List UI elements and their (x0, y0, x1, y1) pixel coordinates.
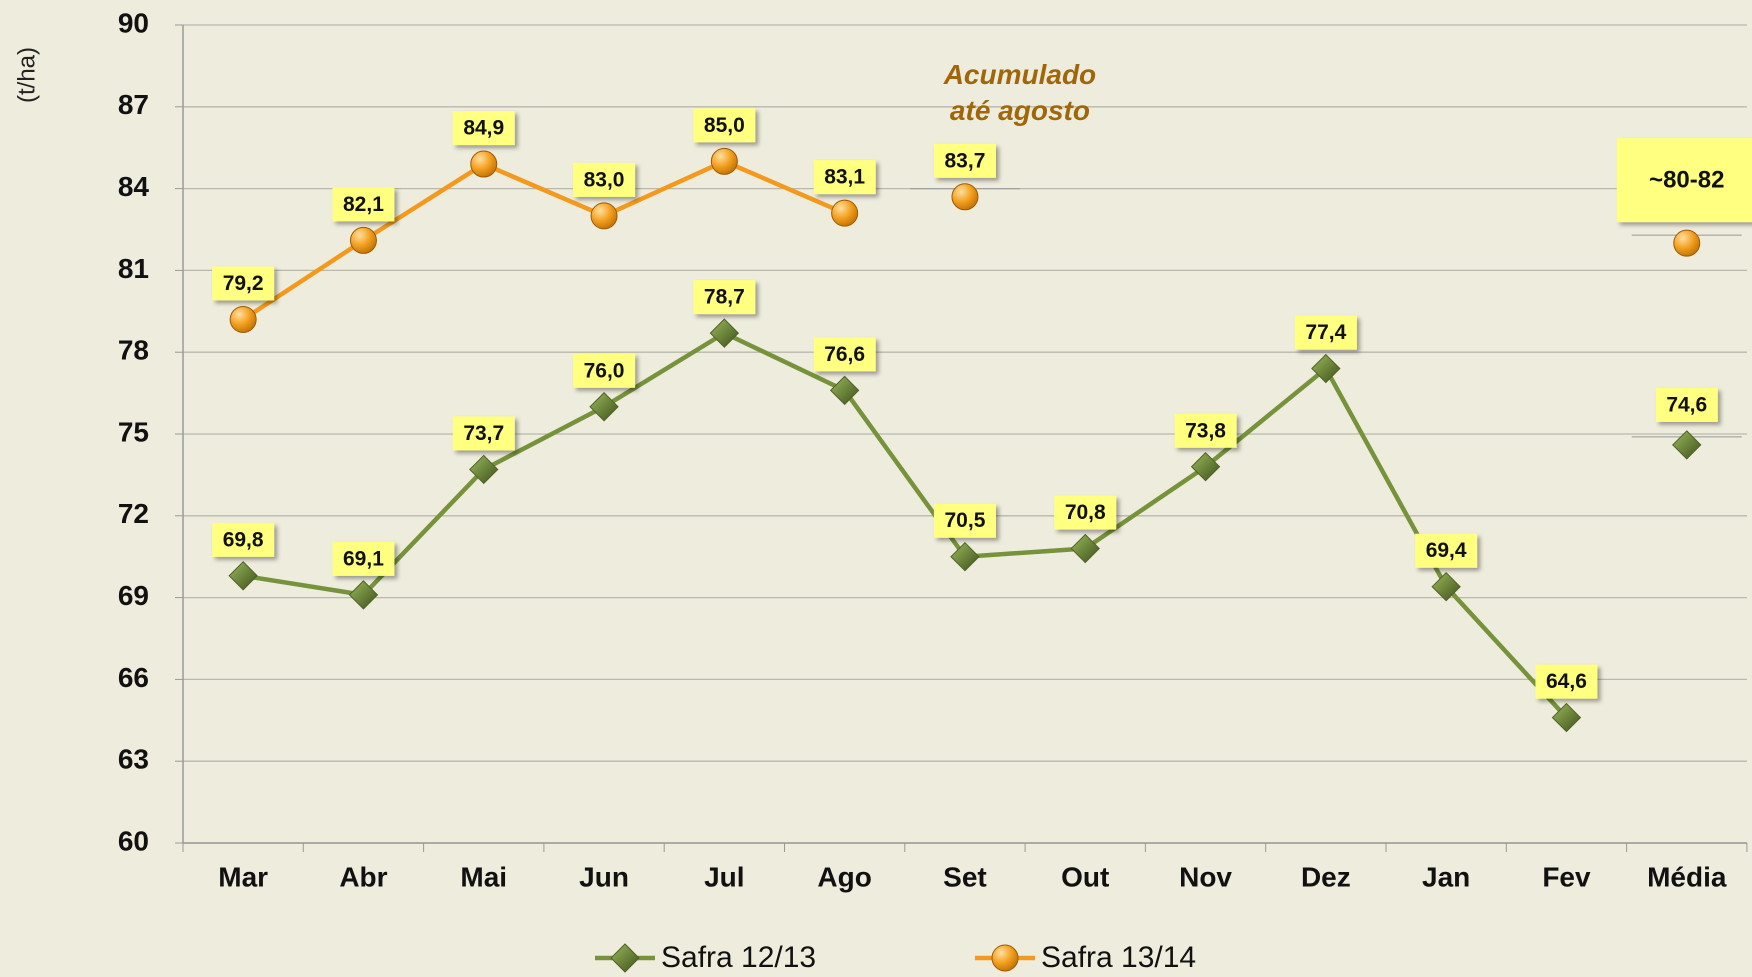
data-point (228, 561, 258, 591)
data-label-box (452, 416, 515, 451)
data-label: 69,8 (223, 528, 264, 551)
x-tick-label: Jul (704, 861, 744, 892)
data-label: 84,9 (463, 117, 504, 140)
data-label-box (813, 337, 876, 372)
data-label: 76,6 (824, 343, 865, 366)
data-point (1431, 571, 1461, 602)
y-tick-label: 66 (118, 662, 149, 693)
y-tick-label: 60 (118, 825, 149, 856)
data-label: 85,0 (704, 114, 745, 137)
legend-label: Safra 12/13 (661, 941, 816, 974)
legend-marker (991, 944, 1019, 972)
data-label-box (332, 541, 395, 576)
x-tick-label: Set (943, 861, 987, 892)
data-label: 69,1 (343, 547, 384, 570)
data-point (470, 150, 498, 178)
data-point (590, 202, 618, 230)
x-tick-label: Ago (817, 861, 871, 892)
y-tick-label: 72 (118, 498, 149, 529)
data-label: 83,0 (584, 168, 625, 191)
data-label-box (212, 522, 275, 557)
x-tick-label: Out (1061, 861, 1109, 892)
legend-label: Safra 13/14 (1041, 941, 1196, 974)
y-tick-label: 75 (118, 416, 149, 447)
annotation-text: Acumulado (943, 59, 1096, 90)
y-tick-label: 63 (118, 744, 149, 775)
annotation-text: até agosto (950, 95, 1090, 126)
data-label: 83,1 (824, 166, 865, 189)
data-point (1311, 353, 1341, 384)
x-tick-label: Jun (579, 861, 629, 892)
series-line (241, 159, 846, 322)
data-label-box (573, 162, 636, 197)
data-label-box (1054, 495, 1117, 530)
y-axis-label: (t/ha) (13, 47, 40, 103)
data-point (1070, 533, 1100, 564)
data-point (829, 375, 860, 406)
x-tick-label: Mai (460, 861, 507, 892)
data-label: 77,4 (1305, 321, 1346, 344)
data-label-box (573, 353, 636, 388)
data-label-box (933, 503, 996, 538)
y-tick-label: 90 (118, 7, 149, 38)
average-point (1673, 229, 1701, 257)
data-label-box (452, 111, 515, 146)
data-label: 70,5 (945, 509, 986, 532)
annotation-point (951, 183, 979, 211)
data-point (349, 226, 377, 254)
data-point (950, 541, 980, 572)
x-tick-label: Abr (339, 861, 387, 892)
data-label-box (1174, 413, 1237, 448)
data-label: 73,8 (1185, 419, 1226, 442)
data-point (589, 392, 619, 422)
data-point (348, 580, 379, 610)
data-label-box (1655, 387, 1718, 422)
x-tick-label: Média (1647, 861, 1727, 892)
data-label-box (1415, 533, 1478, 568)
data-point (709, 318, 740, 348)
series-line (242, 330, 1569, 720)
y-tick-label: 81 (118, 253, 149, 284)
data-label-box (1294, 315, 1357, 350)
data-point (469, 454, 499, 485)
x-tick-label: Nov (1179, 861, 1232, 892)
data-label-box (693, 108, 756, 143)
x-tick-label: Dez (1301, 861, 1351, 892)
data-label-box (332, 187, 395, 222)
data-point (1551, 702, 1582, 733)
data-label: 70,8 (1065, 501, 1106, 524)
data-label: 79,2 (223, 272, 264, 295)
y-tick-label: 84 (118, 171, 150, 202)
y-tick-label: 87 (118, 89, 149, 120)
data-label-box (813, 160, 876, 195)
data-label: 73,7 (463, 422, 504, 445)
data-label-box (933, 143, 996, 178)
data-label-box (1535, 664, 1598, 699)
x-tick-label: Fev (1542, 861, 1591, 892)
data-label: 64,6 (1546, 670, 1587, 693)
data-label-box (693, 280, 756, 315)
data-point (831, 199, 859, 227)
data-label-box (1616, 138, 1752, 223)
y-tick-label: 78 (118, 335, 149, 366)
average-point (1672, 430, 1702, 460)
x-tick-label: Mar (218, 861, 268, 892)
data-point (710, 147, 738, 175)
data-point (1190, 452, 1221, 482)
data-label: 74,6 (1666, 393, 1707, 416)
data-point (229, 305, 257, 333)
data-label: 82,1 (343, 193, 384, 216)
y-tick-label: 69 (118, 580, 149, 611)
data-label: 69,4 (1426, 539, 1467, 562)
data-label: 76,0 (584, 359, 625, 382)
data-label: ~80-82 (1649, 166, 1724, 193)
x-tick-label: Jan (1422, 861, 1470, 892)
data-label: 78,7 (704, 286, 745, 309)
data-label-box (212, 266, 275, 301)
data-label: 83,7 (945, 149, 986, 172)
legend-marker (610, 943, 640, 973)
